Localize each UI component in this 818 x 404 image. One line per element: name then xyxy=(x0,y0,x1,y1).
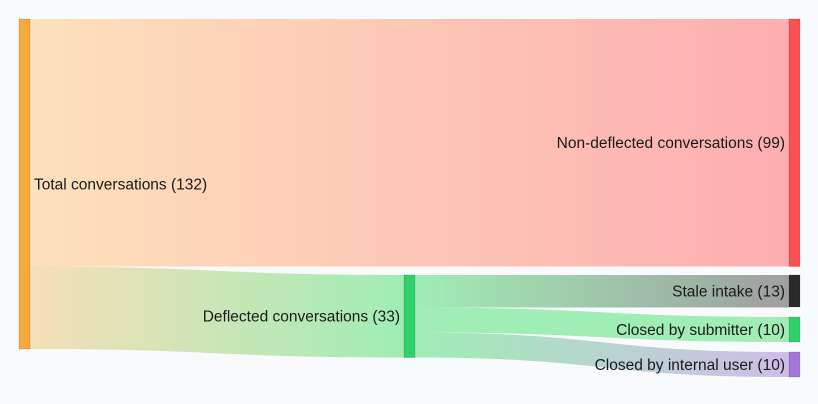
sankey-link-total-to-non_deflected[interactable] xyxy=(30,19,789,267)
sankey-label-closed-submitter: Closed by submitter (10) xyxy=(616,322,785,339)
nodes-layer xyxy=(18,18,801,378)
sankey-link-deflected-to-closed_internal[interactable] xyxy=(415,332,789,378)
sankey-label-total: Total conversations (132) xyxy=(34,176,207,193)
sankey-label-non-deflected: Non-deflected conversations (99) xyxy=(557,135,785,152)
sankey-label-deflected: Deflected conversations (33) xyxy=(203,309,400,326)
sankey-label-stale: Stale intake (13) xyxy=(672,283,785,300)
labels-layer: Total conversations (132) Non-deflected c… xyxy=(34,135,785,374)
sankey-link-total-to-deflected[interactable] xyxy=(30,266,404,358)
sankey-link-deflected-to-stale[interactable] xyxy=(415,275,789,308)
sankey-label-closed-internal: Closed by internal user (10) xyxy=(595,357,785,374)
sankey-node-closed-submitter[interactable] xyxy=(788,316,801,343)
sankey-node-deflected[interactable] xyxy=(403,274,416,358)
sankey-link-deflected-to-closed_submitter[interactable] xyxy=(415,307,789,343)
links-layer xyxy=(30,19,789,377)
sankey-node-closed-internal[interactable] xyxy=(788,351,801,378)
sankey-node-total[interactable] xyxy=(18,18,31,350)
sankey-node-non-deflected[interactable] xyxy=(788,18,801,267)
sankey-node-stale[interactable] xyxy=(788,274,801,308)
